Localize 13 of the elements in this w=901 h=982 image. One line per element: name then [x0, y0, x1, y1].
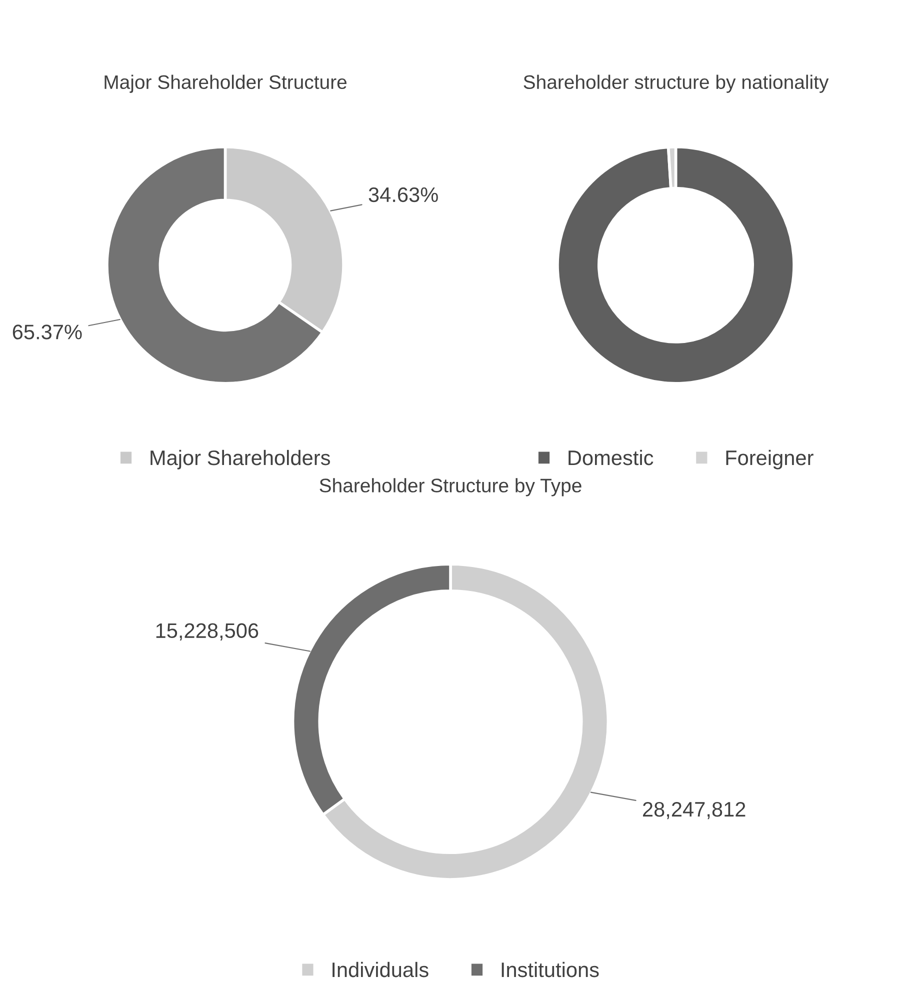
donut-slice	[556, 145, 796, 385]
legend-label: Institutions	[502, 962, 599, 978]
legend-label: Domestic	[568, 450, 654, 466]
legend-label: Foreigner	[726, 450, 814, 470]
data-label: 28,247,812	[643, 802, 746, 820]
data-label: 65.37%	[12, 324, 82, 340]
data-label: 15,228,506	[156, 623, 258, 640]
legend-label: Major Shareholders	[150, 450, 330, 470]
legend-label: Individuals	[332, 962, 428, 978]
chart-title: Shareholder structure by nationality	[524, 74, 829, 93]
chart-title: Major Shareholder Structure	[104, 74, 347, 93]
chart-title: Shareholder Structure by Type	[320, 478, 582, 496]
data-label: 34.63%	[368, 187, 438, 202]
